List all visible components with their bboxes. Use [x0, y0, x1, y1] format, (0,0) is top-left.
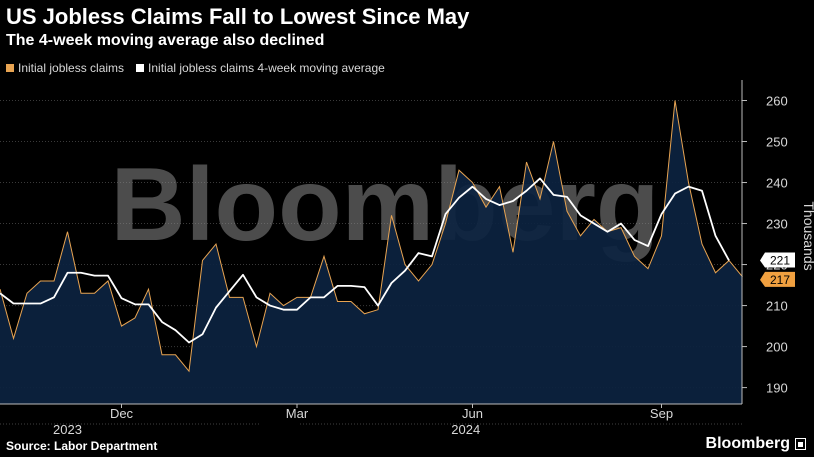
- legend-swatch-average: [136, 64, 145, 72]
- legend-item-average: Initial jobless claims 4-week moving ave…: [136, 61, 385, 75]
- x-tick-label: Mar: [286, 406, 309, 421]
- legend-swatch-claims: [6, 64, 14, 72]
- last-value-box-claims: [760, 271, 795, 287]
- y-tick-label: 240: [766, 176, 788, 191]
- y-tick-label: 260: [766, 94, 788, 109]
- y-tick-label: 190: [766, 381, 788, 396]
- claims-area: [0, 100, 743, 404]
- year-label: 2023: [53, 422, 82, 437]
- terminal-icon: [795, 438, 806, 450]
- y-tick-label: 200: [766, 340, 788, 355]
- source-note: Source: Labor Department: [6, 439, 158, 453]
- brand-text: Bloomberg: [705, 435, 790, 452]
- legend: Initial jobless claims Initial jobless c…: [6, 61, 385, 75]
- claims-line: [0, 100, 743, 373]
- y-tick-label: 250: [766, 135, 788, 150]
- legend-item-claims: Initial jobless claims: [6, 61, 124, 75]
- chart-subtitle: The 4-week moving average also declined: [6, 32, 325, 49]
- y-tick-label: 210: [766, 299, 788, 314]
- legend-label-average: Initial jobless claims 4-week moving ave…: [148, 61, 385, 75]
- y-tick-label: 230: [766, 217, 788, 232]
- average-line: [0, 177, 730, 344]
- brand-logo: Bloomberg: [706, 435, 806, 453]
- last-value-label-claims: 217: [770, 273, 790, 287]
- legend-label-claims: Initial jobless claims: [18, 61, 125, 75]
- last-value-box-average: [760, 252, 795, 268]
- year-label: 2024: [451, 422, 480, 437]
- x-tick-label: Dec: [110, 406, 134, 421]
- y-axis-title: Thousands: [801, 201, 814, 270]
- chart-title: US Jobless Claims Fall to Lowest Since M…: [6, 4, 470, 29]
- last-value-label-average: 221: [770, 253, 790, 267]
- x-tick-label: Sep: [650, 406, 673, 421]
- x-tick-label: Jun: [462, 406, 483, 421]
